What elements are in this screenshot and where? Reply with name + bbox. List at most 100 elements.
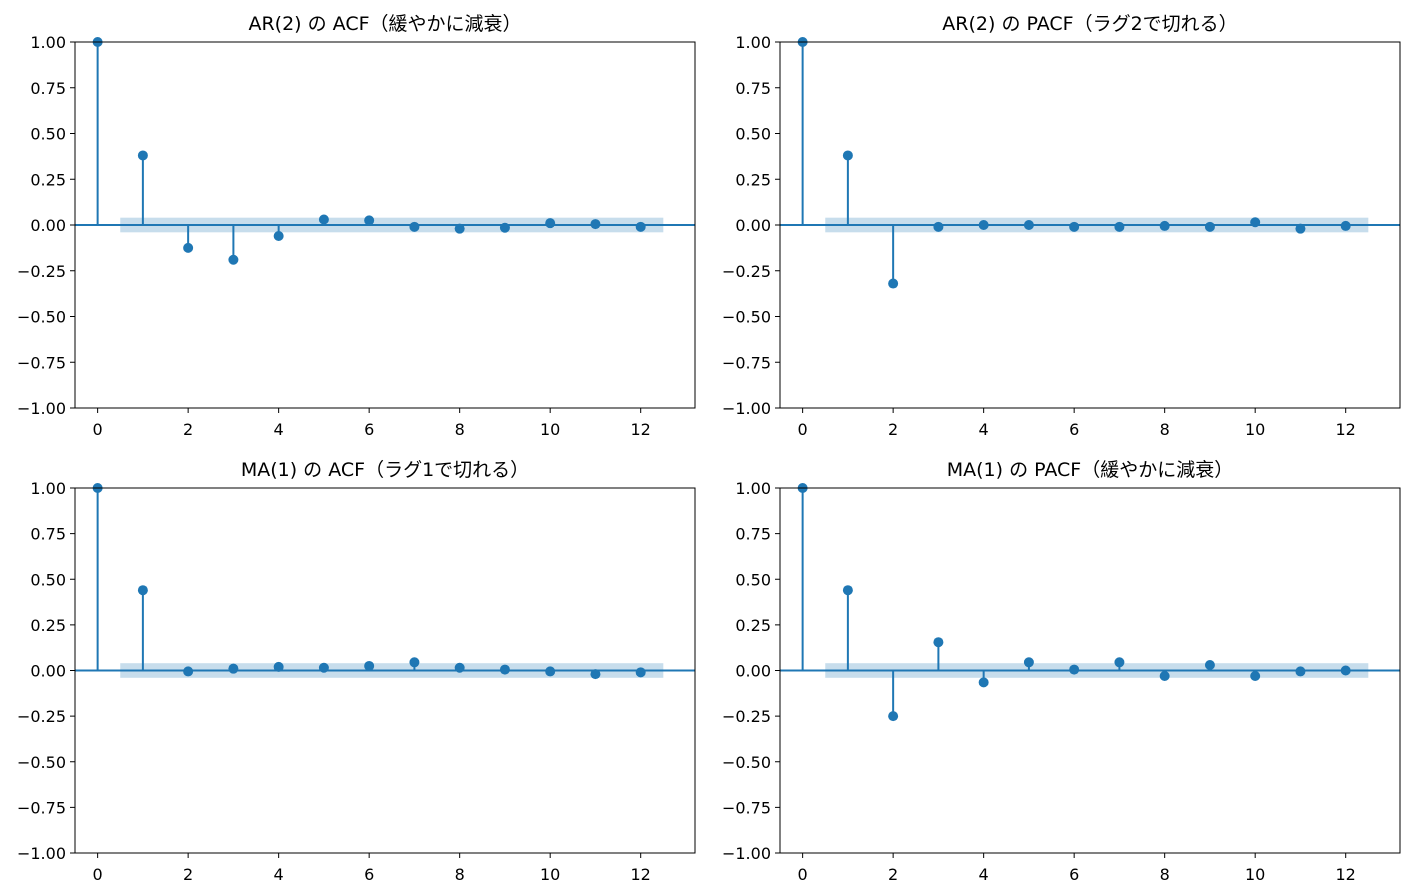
x-tick-label: 12 — [1336, 865, 1356, 884]
marker-lag-2 — [183, 242, 194, 253]
y-tick-label: 0.25 — [735, 616, 771, 635]
marker-lag-11 — [1295, 223, 1306, 234]
marker-lag-1 — [137, 150, 148, 161]
x-tick-label: 6 — [364, 420, 374, 439]
x-tick-label: 2 — [183, 420, 193, 439]
x-tick-label: 10 — [1245, 865, 1265, 884]
marker-lag-4 — [273, 661, 284, 672]
x-tick-label: 2 — [183, 865, 193, 884]
marker-lag-8 — [1159, 220, 1170, 231]
y-tick-label: −0.50 — [722, 308, 771, 327]
chart-panel-1: AR(2) の ACF（緩やかに減衰） 1.00 0.75 0.50 0.25 0.00 −… — [17, 13, 696, 439]
chart-panel-3: MA(1) の ACF（ラグ1で切れる） 1.00 0.75 0.50 0.25 0.00… — [17, 459, 696, 884]
y-tick-label: 0.25 — [30, 170, 66, 189]
marker-lag-9 — [1204, 660, 1215, 671]
x-tick-label: 0 — [798, 420, 808, 439]
x-tick-label: 6 — [364, 865, 374, 884]
x-tick-label: 12 — [631, 420, 651, 439]
marker-lag-5 — [1023, 220, 1034, 230]
x-tick-label: 2 — [888, 420, 898, 439]
marker-lag-7 — [409, 221, 420, 232]
marker-lag-10 — [545, 218, 556, 229]
x-tick-label: 8 — [455, 865, 465, 884]
y-tick-label: 1.00 — [30, 33, 66, 52]
x-tick-label: 0 — [93, 420, 103, 439]
y-tick-label: −0.25 — [722, 262, 771, 281]
y-tick-label: −0.75 — [17, 353, 66, 372]
x-tick-label: 0 — [93, 865, 103, 884]
panel-title: MA(1) の PACF（緩やかに減衰） — [947, 459, 1234, 481]
marker-lag-1 — [137, 585, 148, 596]
marker-lag-4 — [978, 677, 989, 688]
x-tick-label: 10 — [540, 420, 560, 439]
y-tick-label: 0.00 — [735, 662, 771, 681]
y-tick-label: −1.00 — [722, 399, 771, 418]
x-tick-label: 8 — [1160, 865, 1170, 884]
panel-title: AR(2) の PACF（ラグ2で切れる） — [942, 13, 1237, 35]
marker-lag-12 — [635, 221, 646, 232]
marker-lag-11 — [1295, 666, 1306, 677]
marker-lag-3 — [933, 221, 944, 232]
y-tick-label: 1.00 — [735, 479, 771, 498]
marker-lag-11 — [590, 669, 601, 680]
marker-lag-5 — [1023, 657, 1034, 668]
marker-lag-4 — [273, 230, 284, 241]
marker-lag-12 — [1340, 665, 1351, 676]
y-tick-label: 1.00 — [735, 33, 771, 52]
y-tick-label: 0.75 — [30, 79, 66, 98]
y-tick-label: 0.50 — [735, 570, 771, 589]
marker-lag-10 — [545, 666, 556, 677]
y-tick-label: −0.75 — [17, 798, 66, 817]
x-tick-label: 4 — [274, 420, 284, 439]
marker-lag-3 — [933, 637, 944, 648]
x-tick-label: 0 — [798, 865, 808, 884]
marker-lag-10 — [1250, 217, 1261, 228]
marker-lag-6 — [1069, 221, 1080, 232]
marker-lag-2 — [183, 666, 194, 677]
marker-lag-8 — [454, 223, 465, 234]
marker-lag-9 — [499, 222, 510, 233]
marker-lag-6 — [364, 660, 375, 671]
y-tick-label: 0.75 — [30, 525, 66, 544]
x-tick-label: 10 — [1245, 420, 1265, 439]
x-tick-label: 2 — [888, 865, 898, 884]
y-tick-label: 0.00 — [735, 216, 771, 235]
y-tick-label: −0.25 — [17, 707, 66, 726]
y-tick-label: −0.25 — [17, 262, 66, 281]
marker-lag-3 — [228, 663, 239, 674]
y-tick-label: 0.75 — [735, 525, 771, 544]
marker-lag-9 — [499, 664, 510, 675]
x-tick-label: 4 — [979, 420, 989, 439]
y-tick-label: −0.75 — [722, 353, 771, 372]
marker-lag-11 — [590, 219, 601, 230]
marker-lag-8 — [1159, 670, 1170, 681]
marker-lag-9 — [1204, 221, 1215, 232]
marker-lag-5 — [318, 214, 329, 225]
y-tick-label: 0.75 — [735, 79, 771, 98]
y-tick-label: −0.50 — [17, 308, 66, 327]
marker-lag-7 — [1114, 221, 1125, 232]
marker-lag-6 — [1069, 664, 1080, 675]
chart-panel-4: MA(1) の PACF（緩やかに減衰） 1.00 0.75 0.50 0.25 0.00… — [722, 459, 1401, 884]
y-tick-label: −0.50 — [722, 753, 771, 772]
y-tick-label: −1.00 — [17, 399, 66, 418]
x-tick-label: 8 — [455, 420, 465, 439]
x-tick-label: 10 — [540, 865, 560, 884]
marker-lag-1 — [842, 150, 853, 161]
x-tick-label: 12 — [631, 865, 651, 884]
y-tick-label: −0.50 — [17, 753, 66, 772]
y-tick-label: 1.00 — [30, 479, 66, 498]
y-tick-label: −1.00 — [17, 844, 66, 863]
y-tick-label: 0.25 — [735, 170, 771, 189]
marker-lag-2 — [888, 278, 899, 289]
panel-title: MA(1) の ACF（ラグ1で切れる） — [241, 459, 529, 481]
marker-lag-3 — [228, 254, 239, 265]
chart-panel-2: AR(2) の PACF（ラグ2で切れる） 1.00 0.75 0.50 0.25 0.0… — [722, 13, 1401, 439]
x-tick-label: 4 — [274, 865, 284, 884]
marker-lag-4 — [978, 220, 989, 230]
marker-lag-5 — [318, 662, 329, 673]
y-tick-label: 0.00 — [30, 216, 66, 235]
marker-lag-7 — [409, 657, 420, 668]
marker-lag-10 — [1250, 670, 1261, 681]
